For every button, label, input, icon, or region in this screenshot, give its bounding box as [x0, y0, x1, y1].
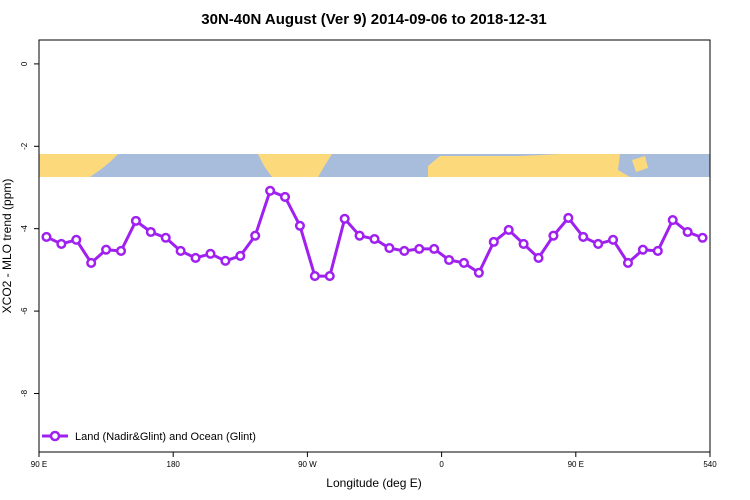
legend-label: Land (Nadir&Glint) and Ocean (Glint) — [75, 431, 256, 443]
data-point — [444, 254, 455, 266]
data-point — [399, 245, 410, 256]
data-point — [56, 238, 67, 249]
data-point — [41, 231, 52, 242]
data-point — [235, 250, 246, 261]
y-tick-label: -2 — [20, 142, 29, 150]
data-point — [697, 232, 708, 243]
data-point — [130, 215, 141, 226]
data-point — [279, 191, 291, 203]
data-point — [414, 243, 425, 254]
data-point — [145, 226, 156, 238]
data-point — [667, 214, 678, 226]
y-tick-label: -4 — [20, 225, 29, 233]
data-point — [548, 230, 559, 241]
data-point — [115, 245, 127, 256]
x-tick-label: 0 — [439, 460, 444, 469]
data-point — [429, 243, 440, 254]
data-point — [488, 236, 499, 247]
data-point — [265, 185, 276, 196]
data-point — [250, 230, 261, 241]
data-point — [637, 244, 648, 255]
chart-title: 30N-40N August (Ver 9) 2014-09-06 to 201… — [201, 11, 546, 28]
legend: Land (Nadir&Glint) and Ocean (Glint) — [42, 430, 256, 443]
data-point — [175, 245, 186, 256]
data-point — [101, 244, 112, 255]
data-point — [578, 231, 589, 242]
data-point — [354, 230, 365, 241]
data-point — [593, 238, 604, 249]
data-point — [309, 271, 320, 282]
data-point — [503, 224, 514, 235]
map-strip — [39, 154, 710, 177]
y-tick-label: -6 — [20, 307, 29, 315]
data-point — [652, 245, 663, 256]
data-point — [86, 257, 97, 268]
data-point — [369, 233, 380, 245]
x-tick-label: 540 — [703, 460, 717, 469]
x-axis-label: Longitude (deg E) — [326, 476, 421, 490]
data-point — [458, 257, 470, 268]
data-point — [324, 271, 335, 282]
data-point — [190, 252, 201, 263]
y-tick-label: 0 — [20, 61, 29, 66]
data-point — [473, 267, 484, 278]
data-point — [339, 213, 350, 224]
y-axis-label: XCO2 - MLO trend (ppm) — [0, 179, 14, 314]
data-point — [608, 234, 619, 245]
data-point — [518, 238, 529, 249]
legend-marker — [49, 430, 61, 442]
data-point — [384, 243, 395, 254]
plot-frame — [38, 39, 711, 453]
data-point — [294, 220, 305, 231]
y-tick-label: -8 — [20, 389, 29, 397]
data-point — [160, 232, 171, 243]
x-tick-label: 180 — [167, 460, 181, 469]
data-line — [45, 188, 704, 278]
x-tick-label: 90 E — [31, 460, 47, 469]
data-point — [533, 252, 544, 263]
data-point — [622, 257, 634, 268]
data-point — [563, 212, 574, 224]
x-tick-label: 90 E — [568, 460, 584, 469]
data-point — [71, 234, 82, 245]
data-point — [220, 255, 231, 266]
x-tick-label: 90 W — [298, 460, 317, 469]
data-point — [682, 226, 693, 238]
data-point — [205, 248, 216, 259]
